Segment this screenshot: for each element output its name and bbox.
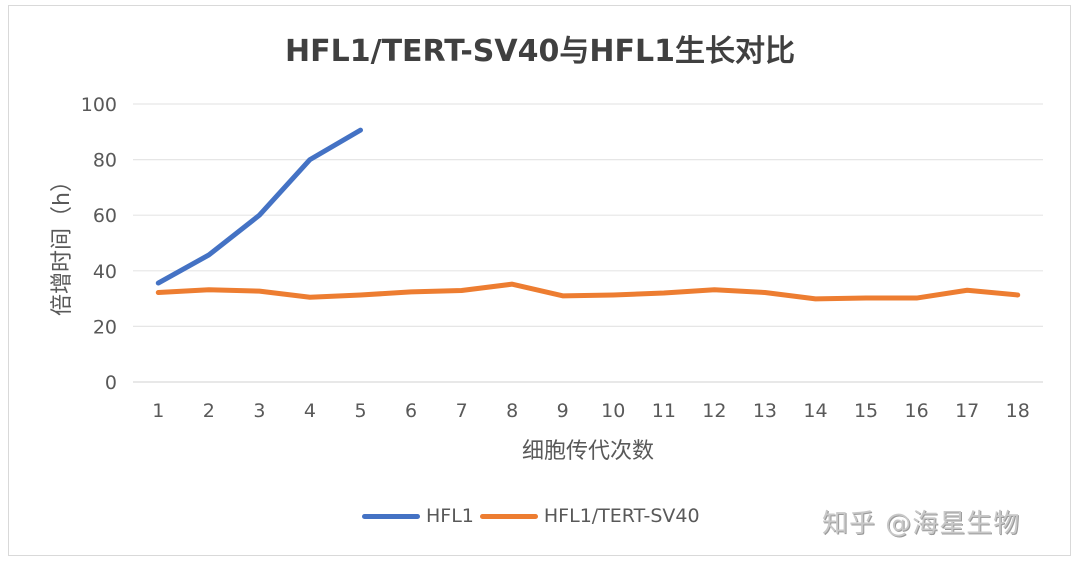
legend-item-hfl1: HFL1 <box>362 505 474 527</box>
watermark: 知乎 @海星生物 <box>822 509 1021 539</box>
y-tick-label: 40 <box>93 261 117 283</box>
x-tick-label: 8 <box>506 400 518 422</box>
x-tick-label: 12 <box>702 400 726 422</box>
y-tick-label: 80 <box>93 150 117 172</box>
chart-title: HFL1/TERT-SV40与HFL1生长对比 <box>285 34 795 69</box>
x-tick-label: 13 <box>753 400 777 422</box>
x-axis-ticks: 1 2 3 4 5 6 7 8 9 10 11 12 13 14 15 16 17 18 <box>152 400 1030 422</box>
legend-swatch-orange <box>479 513 538 519</box>
legend: HFL1 HFL1/TERT-SV40 <box>362 505 706 527</box>
y-axis-ticks: 0 20 40 60 80 100 <box>81 94 117 394</box>
legend-label: HFL1 <box>426 505 474 527</box>
gridlines <box>133 103 1043 383</box>
x-tick-label: 5 <box>354 400 366 422</box>
y-tick-label: 0 <box>105 372 117 394</box>
x-axis-title: 细胞传代次数 <box>522 439 654 464</box>
x-tick-label: 4 <box>304 400 316 422</box>
x-tick-label: 11 <box>652 400 676 422</box>
series-line-hfl1-tert-sv40 <box>155 281 1021 302</box>
y-tick-label: 100 <box>81 94 117 116</box>
x-tick-label: 17 <box>955 400 979 422</box>
series-line-hfl1 <box>155 127 363 286</box>
x-tick-label: 15 <box>854 400 878 422</box>
x-tick-label: 7 <box>456 400 468 422</box>
x-tick-label: 2 <box>203 400 215 422</box>
x-tick-label: 9 <box>557 400 569 422</box>
series-lines <box>155 127 1021 302</box>
x-tick-label: 10 <box>601 400 625 422</box>
y-tick-label: 60 <box>93 205 117 227</box>
x-tick-label: 16 <box>905 400 929 422</box>
y-tick-label: 20 <box>93 316 117 338</box>
x-tick-label: 3 <box>253 400 265 422</box>
legend-item-hfl1-tert-sv40: HFL1/TERT-SV40 <box>479 505 700 527</box>
y-axis-title: 倍增时间（h） <box>50 170 75 316</box>
chart-frame <box>8 5 1071 556</box>
legend-swatch-blue <box>362 513 420 519</box>
x-tick-label: 18 <box>1006 400 1030 422</box>
x-tick-label: 6 <box>405 400 417 422</box>
x-tick-label: 14 <box>803 400 827 422</box>
legend-label: HFL1/TERT-SV40 <box>543 505 700 527</box>
x-tick-label: 1 <box>152 400 164 422</box>
